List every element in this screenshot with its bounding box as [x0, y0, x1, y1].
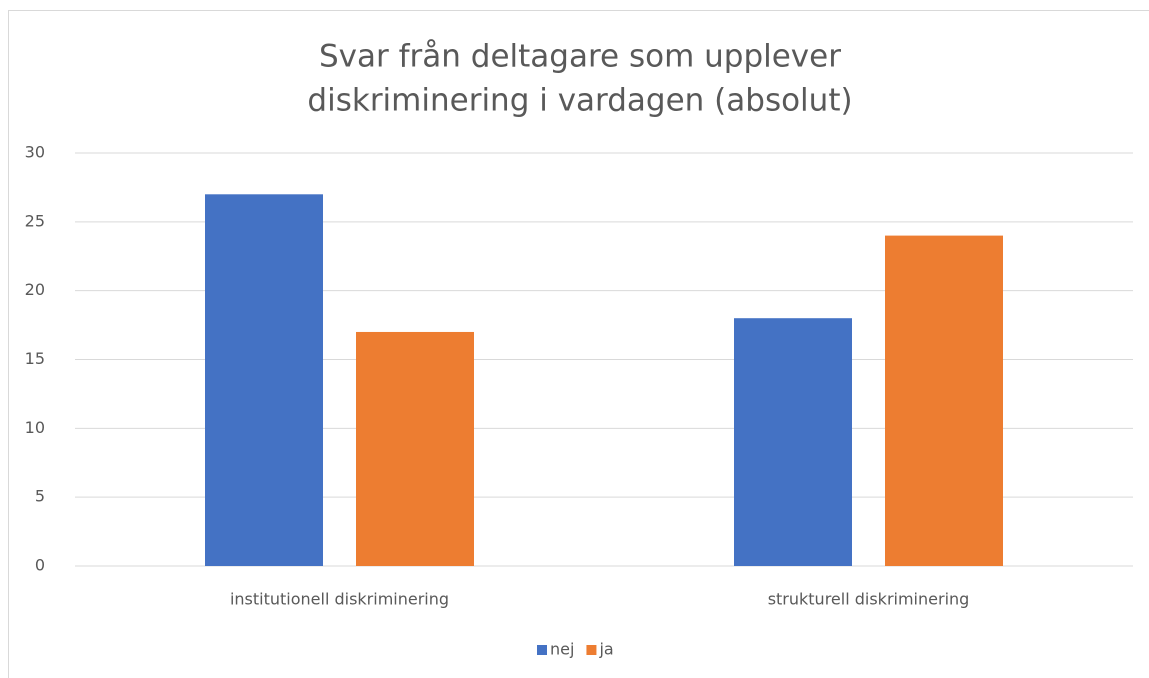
y-tick-label: 15: [25, 349, 45, 368]
x-tick-label: strukturell diskriminering: [768, 590, 970, 609]
y-tick-label: 10: [25, 418, 45, 437]
x-tick-label: institutionell diskriminering: [230, 590, 449, 609]
y-tick-label: 25: [25, 211, 45, 230]
bar: [205, 194, 323, 567]
legend-swatch: [586, 645, 597, 655]
y-tick-label: 20: [25, 280, 45, 299]
legend-label: nej: [550, 640, 574, 659]
y-tick-label: 0: [35, 556, 45, 575]
chart-title: diskriminering i vardagen (absolut): [307, 83, 852, 119]
legend-label: ja: [598, 640, 613, 659]
bar: [734, 318, 852, 566]
legend-swatch: [537, 645, 547, 655]
y-tick-label: 30: [25, 143, 45, 162]
chart-title: Svar från deltagare som upplever: [319, 39, 841, 75]
y-tick-label: 5: [35, 487, 45, 506]
bar: [885, 235, 1003, 566]
bar: [356, 331, 474, 566]
